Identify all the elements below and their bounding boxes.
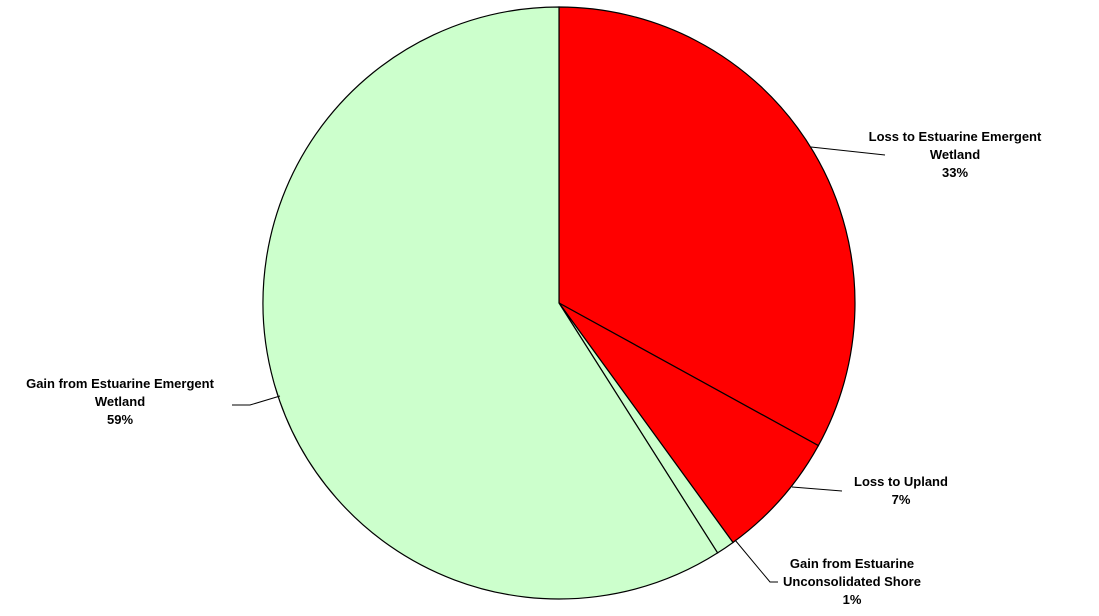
leader-line: [810, 146, 886, 156]
pie-slices: [262, 6, 856, 600]
pie-slice: [262, 6, 719, 600]
leader-line: [791, 486, 843, 492]
leader-lines: [232, 146, 886, 583]
pie-slice: [558, 302, 820, 544]
pie-slice: [558, 6, 856, 447]
slice-data-label: Gain from Estuarine Unconsolidated Shore 1…: [783, 556, 921, 607]
leader-line: [734, 539, 778, 583]
slice-data-label: Loss to Upland 7%: [854, 474, 948, 507]
slice-data-label: Gain from Estuarine Emergent Wetland 59%: [26, 376, 214, 427]
data-labels: Loss to Estuarine Emergent Wetland 33% Loss…: [26, 129, 1042, 607]
slice-data-label: Loss to Estuarine Emergent Wetland 33%: [869, 129, 1042, 180]
leader-line: [232, 395, 281, 406]
